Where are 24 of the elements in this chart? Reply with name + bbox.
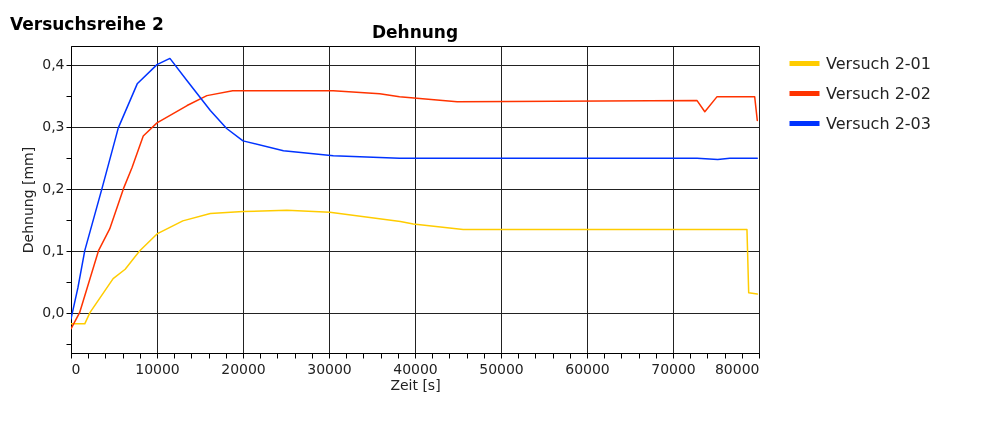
x-tick-label: 60000 [565,360,610,377]
legend-label: Versuch 2-02 [826,83,931,103]
legend-label: Versuch 2-03 [826,113,931,133]
y-tick-label: 0,2 [42,180,65,197]
line-series [71,209,759,325]
y-tick-label: 0,1 [42,242,65,259]
x-axis-title: Zeit [s] [390,376,441,393]
chart-title: Versuchsreihe 2 [10,14,164,34]
y-tick-label: 0,3 [42,118,65,135]
x-tick-label: 80000 [714,360,760,377]
x-tick-label: 20000 [221,360,266,377]
x-tick-label: 30000 [307,360,352,377]
x-tick-label: 70000 [651,360,696,377]
x-tick-label: 0 [71,360,81,377]
y-tick-label: 0,0 [42,304,65,321]
x-tick-label: 10000 [135,360,180,377]
x-tick-label: 50000 [479,360,524,377]
y-axis-title: Dehnung [mm] [20,146,37,254]
line-series [71,57,759,320]
x-tick-label: 40000 [393,360,438,377]
legend-label: Versuch 2-01 [826,53,931,73]
y-tick-label: 0,4 [42,56,65,73]
line-series [71,89,759,330]
chart-subtitle: Dehnung [371,22,459,42]
